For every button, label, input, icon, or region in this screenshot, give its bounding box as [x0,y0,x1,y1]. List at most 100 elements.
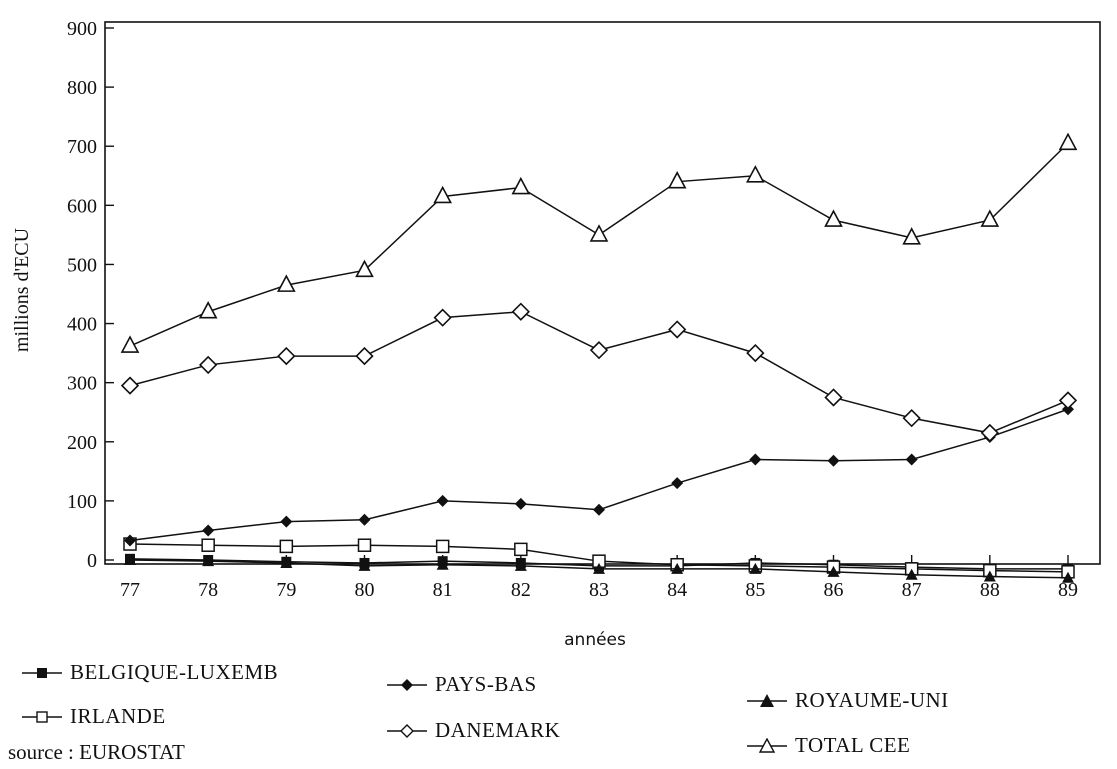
y-tick-label: 700 [67,136,97,158]
data-point [827,565,840,577]
legend-label: TOTAL CEE [795,733,911,757]
data-point [746,343,765,363]
legend-label: DANEMARK [435,718,561,742]
legend-item-danemark: DANEMARK [385,718,560,743]
data-point [276,274,296,292]
data-point [279,539,294,554]
legend-marker-open-diamond [387,723,427,738]
legend-label: BELGIQUE-LUXEMB [70,660,279,684]
data-point [983,570,996,582]
data-point [593,503,605,516]
data-point [202,555,215,567]
x-tick-label: 88 [980,579,1000,601]
data-point [202,524,215,537]
plot-frame [104,21,1101,565]
x-tick-label: 86 [824,579,844,601]
data-point [514,497,527,510]
data-point [511,302,530,321]
data-point [905,568,918,580]
series-royaume-uni [124,554,1074,583]
data-point [824,388,843,407]
x-tick-label: 85 [745,579,765,601]
x-tick-label: 80 [355,579,375,601]
data-point [980,423,999,443]
legend-marker-filled-triangle [747,693,787,707]
y-tick-label: 600 [67,195,97,217]
data-point [749,453,762,466]
legend-item-total-cee: TOTAL CEE [745,733,910,758]
y-tick-label: 900 [67,18,97,40]
y-tick-label: 0 [87,550,97,572]
x-axis-label: années [564,630,626,650]
data-point [980,209,1000,227]
x-tick-label: 81 [433,579,453,601]
data-point [357,538,372,552]
legend-item-irlande: IRLANDE [20,704,166,729]
data-point [199,355,218,375]
data-point [1058,132,1078,151]
data-point [435,539,450,554]
legend-marker-open-square [22,710,62,723]
x-tick-label: 78 [198,579,218,601]
data-point [902,409,921,428]
series-line [129,142,1069,347]
data-point [355,259,374,278]
data-point [433,308,452,327]
data-point [277,346,296,366]
y-tick-label: 800 [67,77,97,99]
data-point [589,224,609,242]
data-point [902,227,922,245]
y-axis-label: millions d'ECU [11,227,33,352]
legend-marker-open-triangle [747,737,787,753]
data-point [201,538,215,552]
x-axis: 77 78 79 80 81 82 83 84 85 86 87 88 89 [120,555,1078,601]
data-point [827,454,840,467]
data-point [671,477,684,490]
legend-item-belgique-luxemb: BELGIQUE-LUXEMB [20,660,278,685]
x-tick-label: 79 [276,579,296,601]
data-point [593,562,605,574]
data-point [358,513,371,526]
data-point [120,376,140,395]
data-point [358,559,371,571]
data-point [1058,391,1078,410]
data-point [120,335,140,353]
x-tick-label: 77 [120,579,140,601]
data-point [280,556,293,568]
x-tick-label: 82 [511,579,531,601]
x-tick-label: 87 [902,579,922,601]
y-tick-label: 400 [67,314,97,336]
legend-item-pays-bas: PAYS-BAS [385,672,537,697]
data-point [745,165,765,183]
x-tick-label: 84 [667,579,687,601]
data-point [824,209,843,227]
series-total-cee [120,132,1078,353]
legend-label: IRLANDE [70,704,166,728]
data-point [1062,571,1074,583]
data-point [514,559,527,571]
data-point [671,562,684,574]
data-point [355,346,374,366]
source-note: source : EUROSTAT [8,740,185,764]
legend-marker-filled-diamond [387,678,427,691]
series-danemark [120,302,1078,443]
x-tick-label: 89 [1058,579,1078,601]
series-line [129,408,1069,542]
data-point [589,341,609,360]
data-point [124,534,136,547]
y-tick-label: 100 [67,491,97,513]
data-point [511,176,531,195]
data-point [667,170,687,189]
legend-item-royaume-uni: ROYAUME-UNI [745,688,949,713]
data-point [749,562,762,574]
data-point [668,320,687,339]
data-point [198,301,218,319]
y-axis: 0 100 200 300 400 500 600 700 800 900 [67,18,114,572]
data-point [436,494,449,507]
data-point [433,185,453,204]
data-point [905,453,918,466]
y-tick-label: 500 [67,254,97,276]
legend-label: PAYS-BAS [435,672,537,696]
data-point [436,558,449,570]
